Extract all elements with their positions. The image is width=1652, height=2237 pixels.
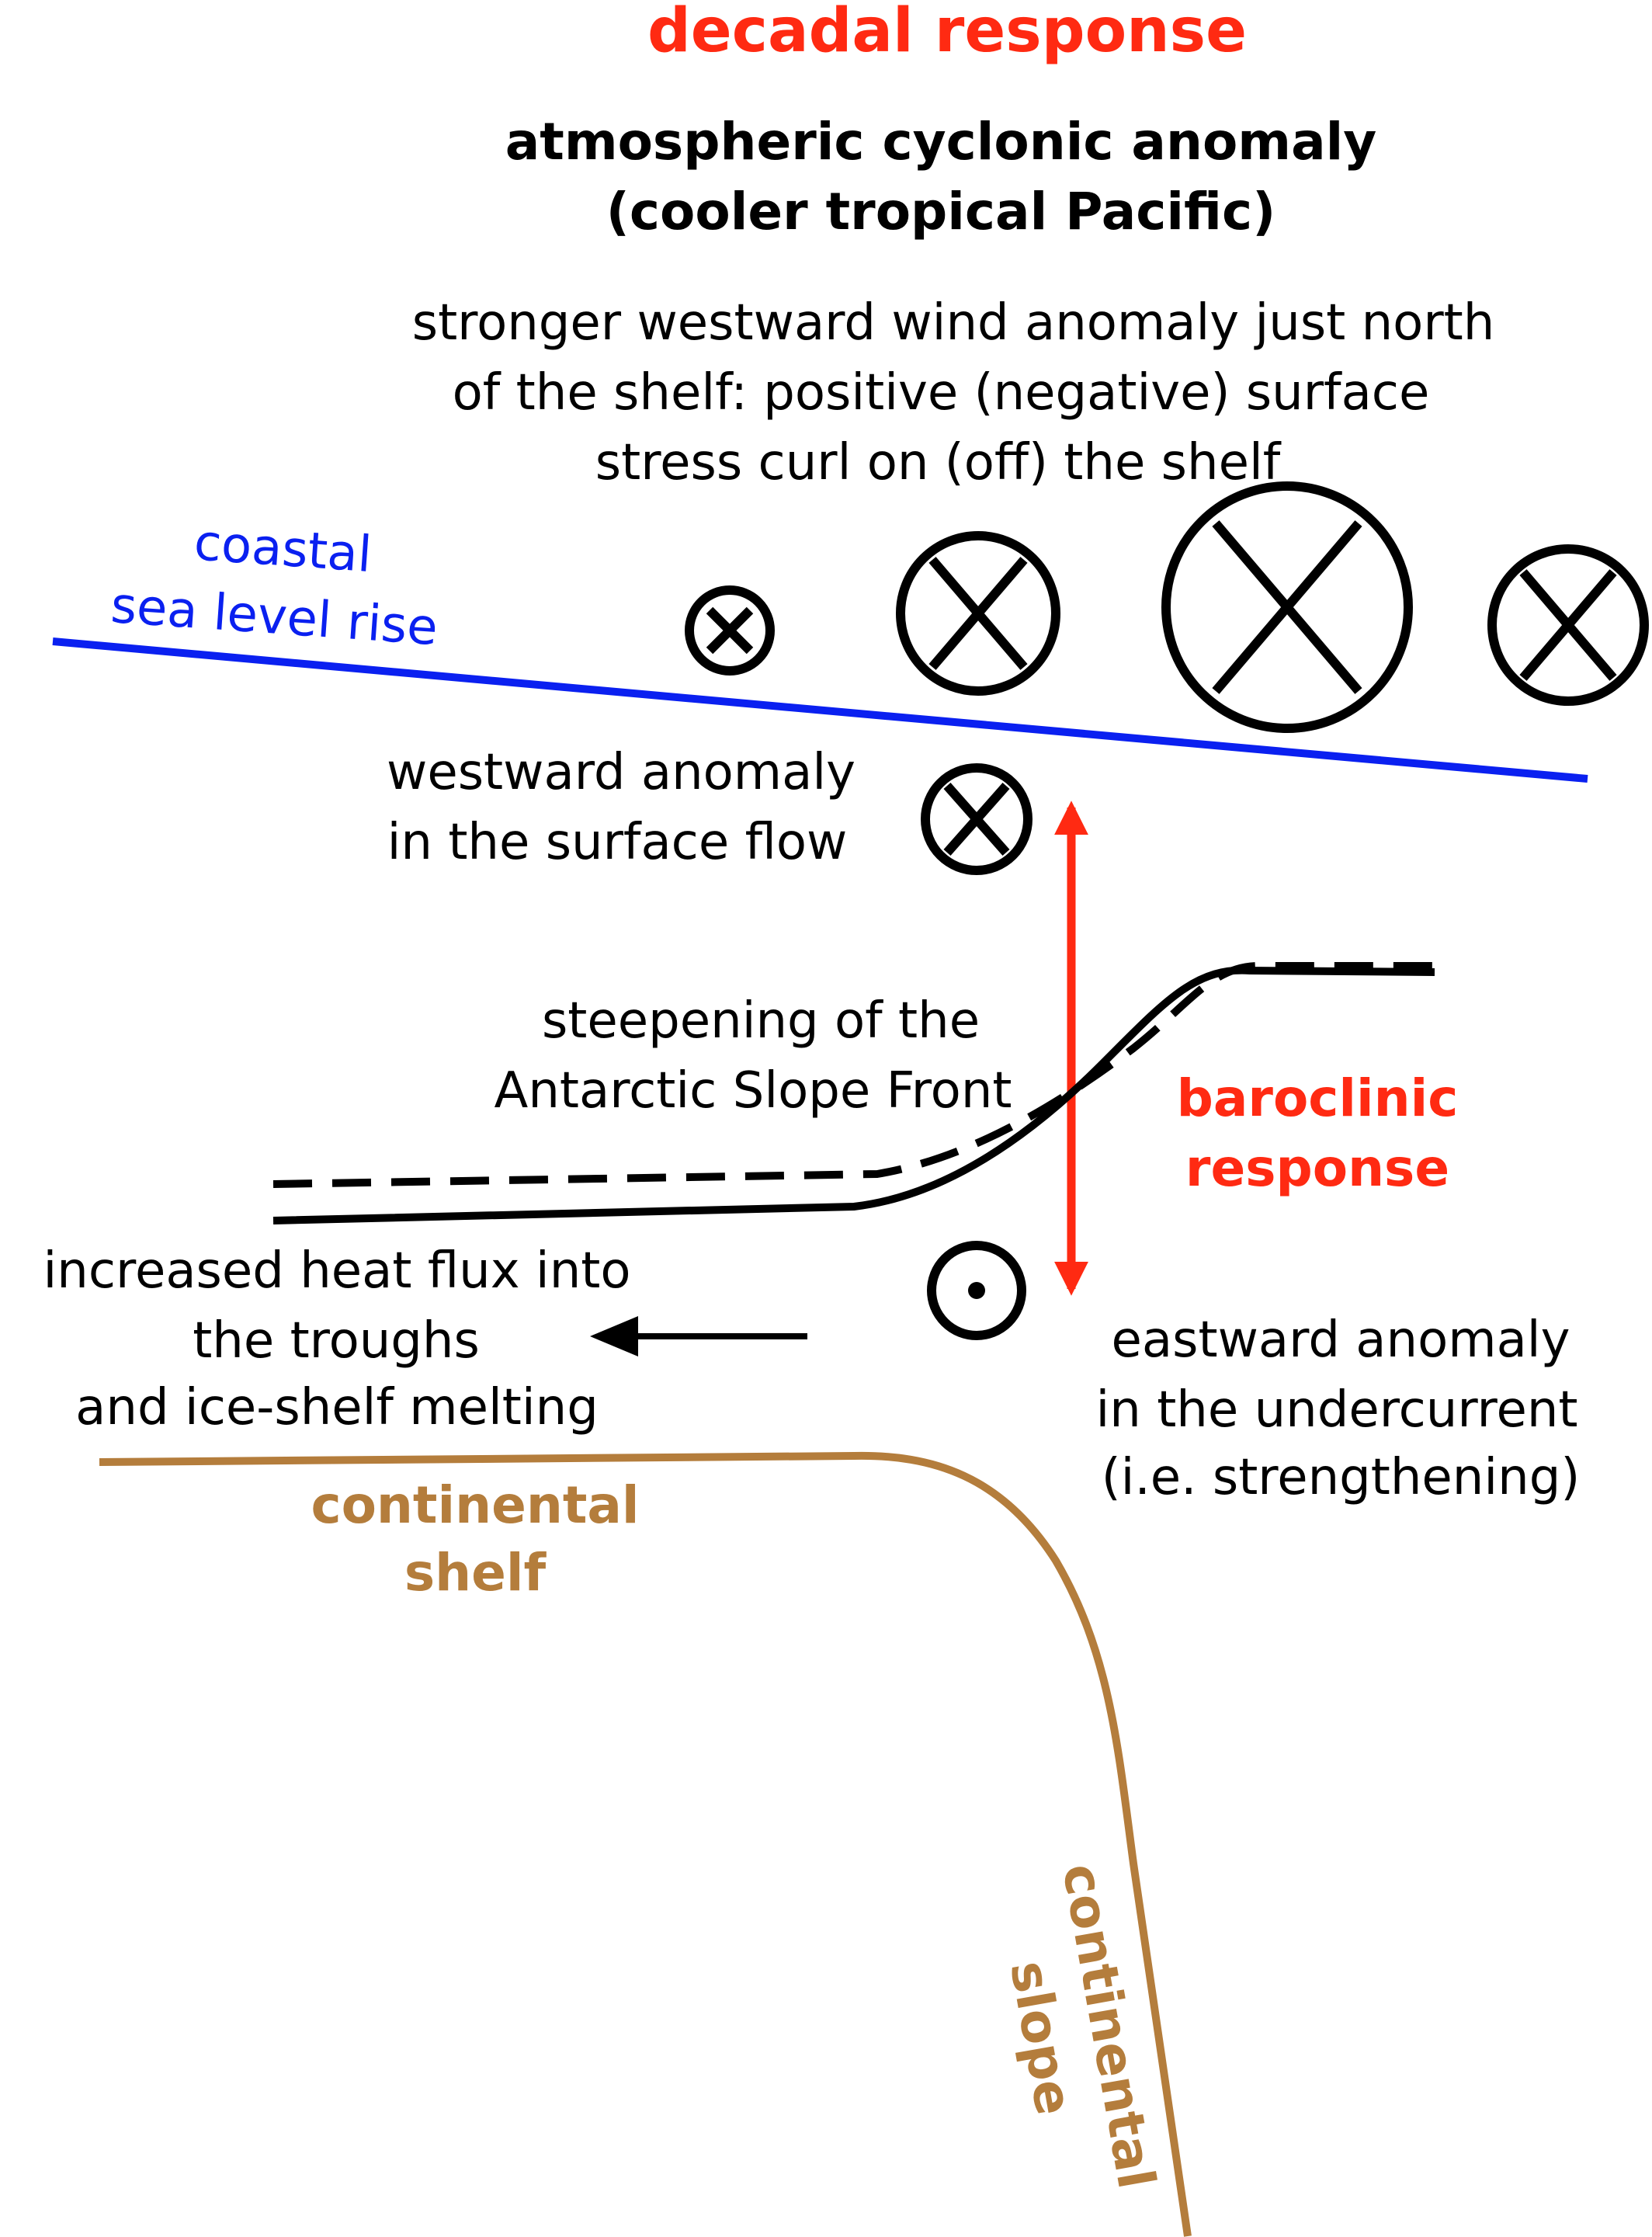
baroclinic-label-line2: response <box>1185 1138 1449 1198</box>
surface-flow-label-line2: in the surface flow <box>387 814 848 871</box>
heat-flux-label-line3: and ice-shelf melting <box>75 1379 599 1436</box>
heat-flux-label-line1: increased heat flux into <box>43 1242 631 1300</box>
shelf-label-line1: continental <box>311 1475 639 1535</box>
surface-flow-into-page-icon <box>921 763 1032 875</box>
wind-note-line3: stress curl on (off) the shelf <box>595 434 1282 492</box>
wind-note-line2: of the shelf: positive (negative) surfac… <box>453 364 1430 422</box>
wind-anomaly-into-page-icon-medium-right <box>1487 544 1649 706</box>
front-label-line2: Antarctic Slope Front <box>495 1062 1012 1120</box>
undercurrent-label-line1: eastward anomaly <box>1112 1311 1570 1369</box>
wind-anomaly-into-page-icon-large <box>1161 481 1413 733</box>
heat-flux-label-line2: the troughs <box>193 1312 480 1370</box>
atmosphere-label-line2: (cooler tropical Pacific) <box>606 182 1276 241</box>
undercurrent-label-line3: (i.e. strengthening) <box>1102 1449 1581 1506</box>
sea-level-line <box>52 637 1588 783</box>
slope-front-dashed-line <box>272 962 1435 1188</box>
heat-flux-arrowhead-icon <box>590 1316 638 1356</box>
baroclinic-label-line1: baroclinic <box>1177 1068 1459 1128</box>
undercurrent-label-line2: in the undercurrent <box>1096 1381 1578 1439</box>
wind-anomaly-into-page-icon-medium <box>896 531 1060 696</box>
shelf-label-line2: shelf <box>404 1543 547 1603</box>
surface-flow-label-line1: westward anomaly <box>387 744 856 801</box>
diagram-title: decadal response <box>647 0 1247 66</box>
continental-shelf-line <box>99 1451 1192 2237</box>
atmosphere-label-line1: atmospheric cyclonic anomaly <box>505 112 1377 172</box>
front-label-line1: steepening of the <box>542 992 980 1050</box>
undercurrent-out-of-page-icon <box>927 1241 1026 1340</box>
sea-level-label-line2: sea level rise <box>109 577 439 657</box>
wind-note-line1: stronger westward wind anomaly just nort… <box>412 294 1495 352</box>
wind-anomaly-into-page-icon-small <box>685 585 775 676</box>
sea-level-label-line1: coastal <box>193 514 374 584</box>
